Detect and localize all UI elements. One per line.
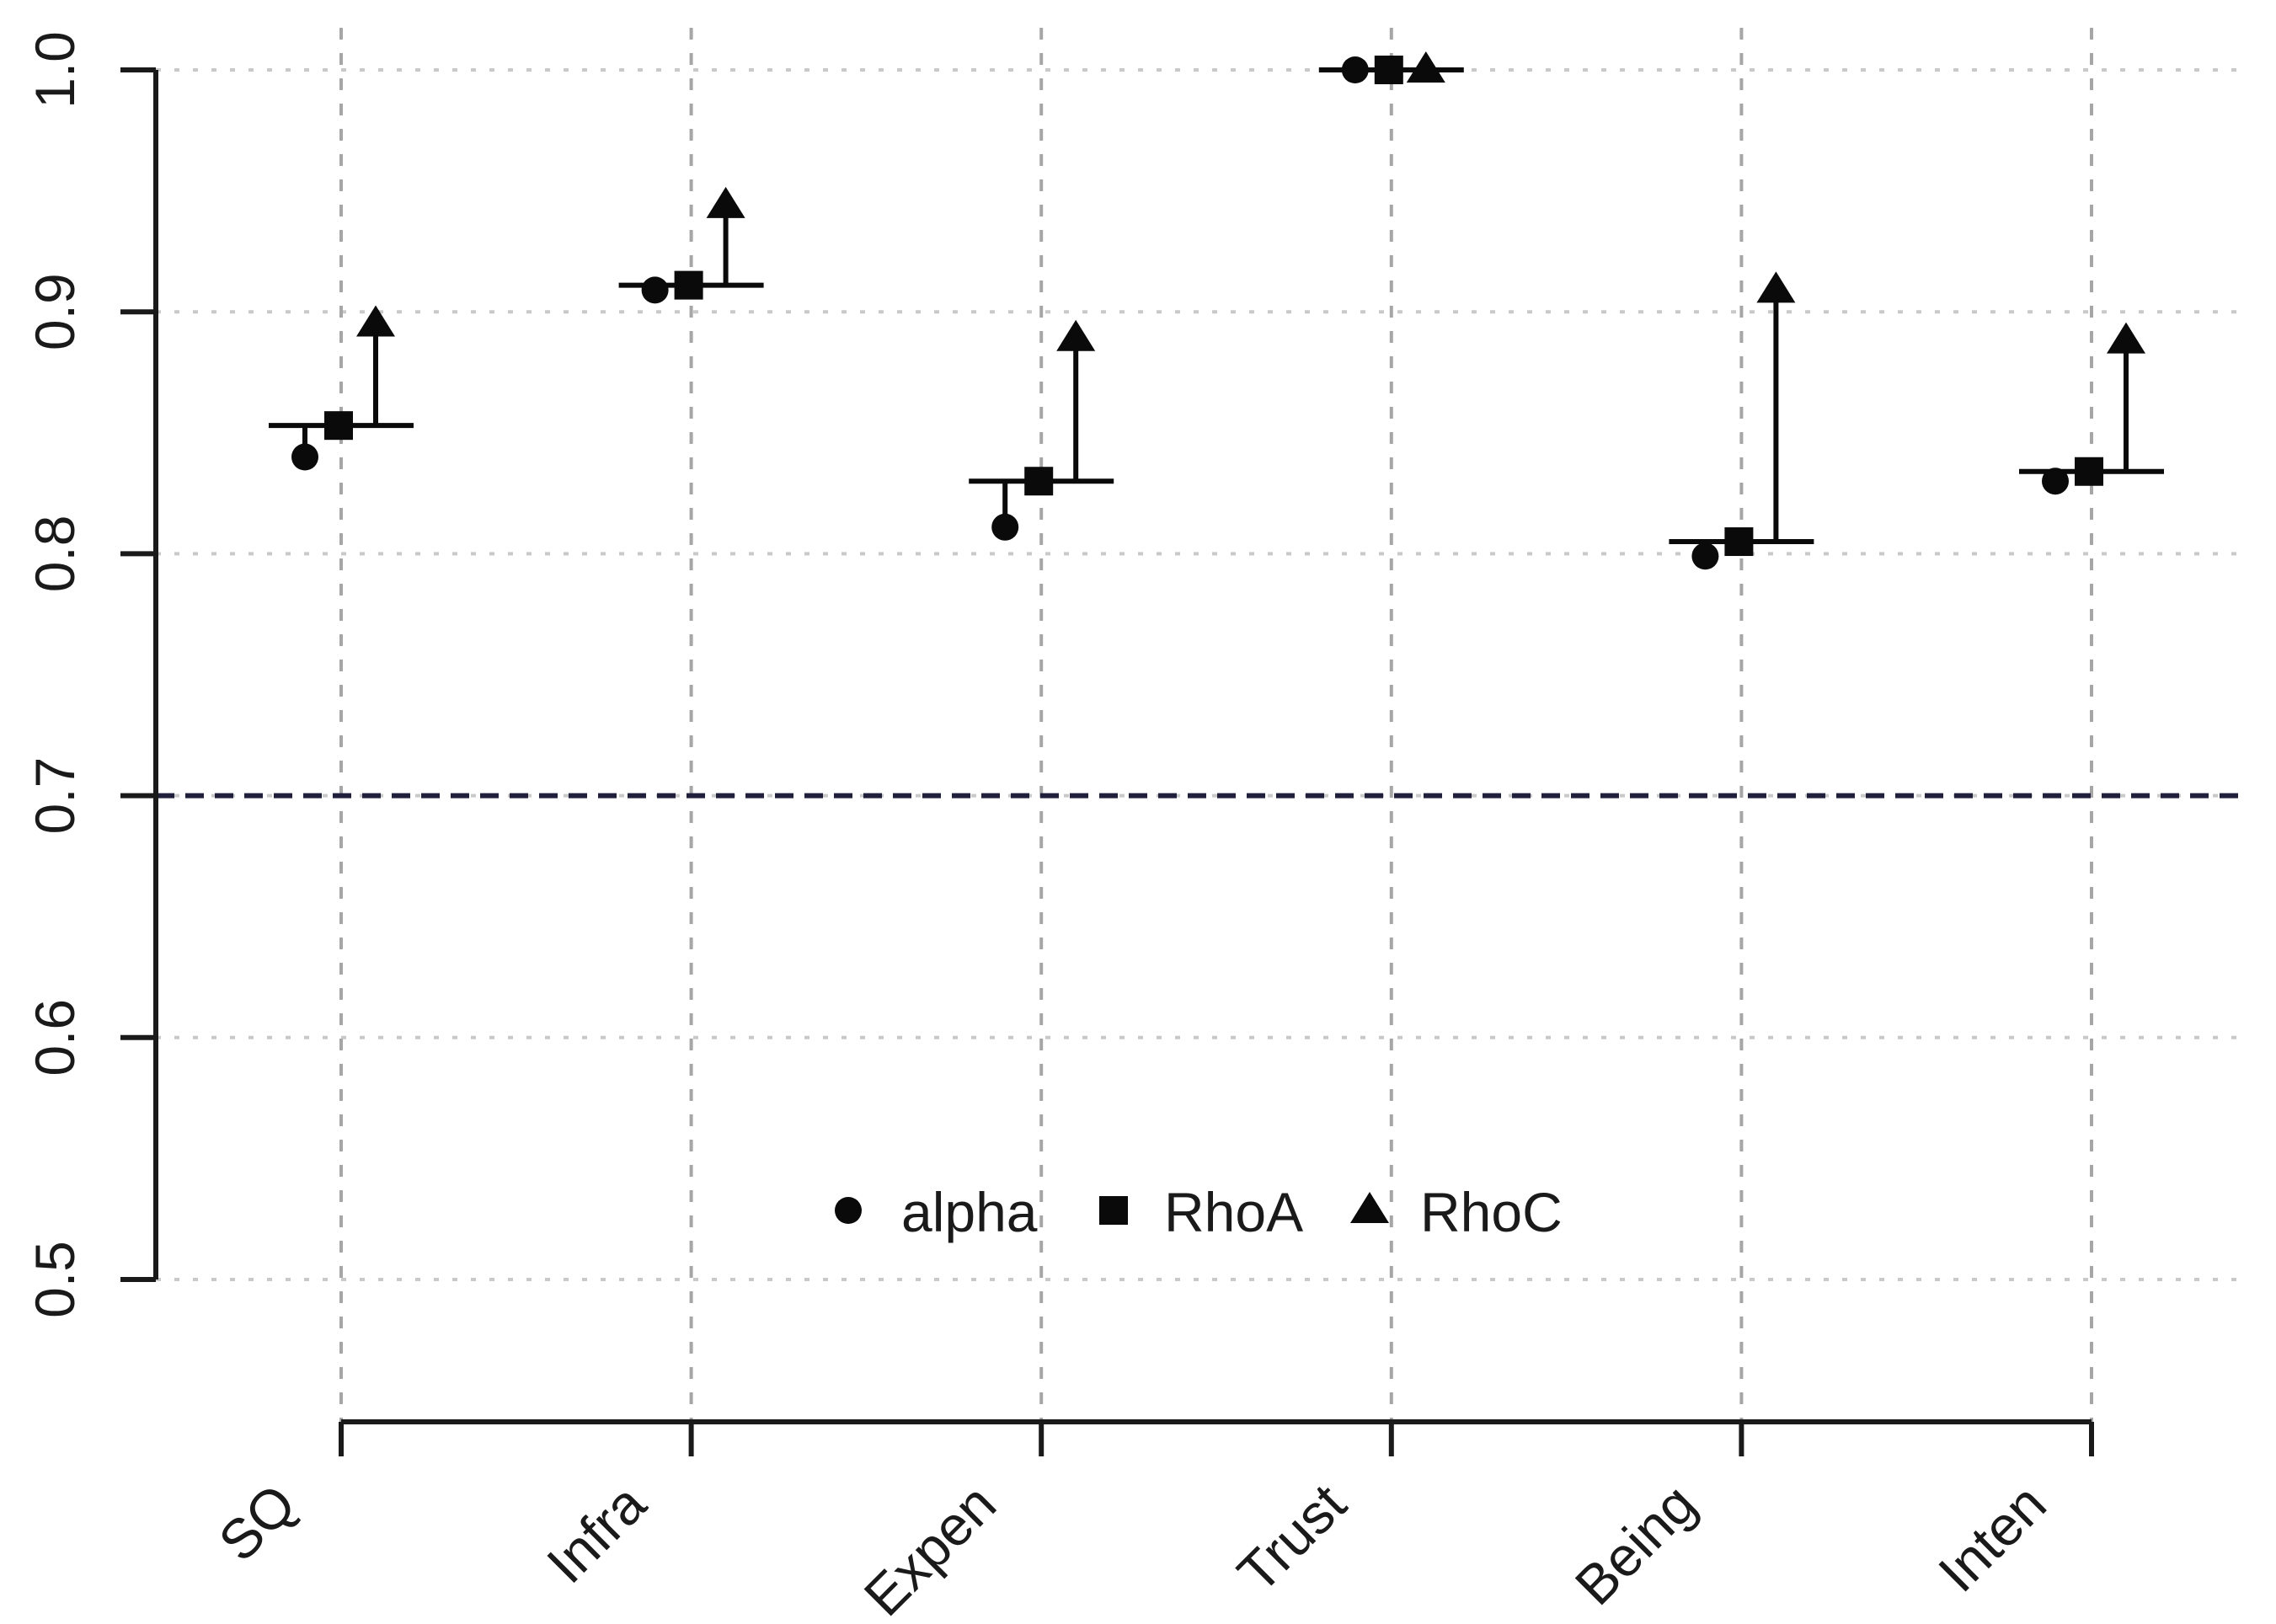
x-tick-label-Inten: Inten [1926, 1472, 2058, 1604]
y-tick-label-0.8: 0.8 [24, 516, 86, 593]
marker-alpha-Inten [2042, 467, 2069, 495]
marker-rhoc-Infra [706, 186, 745, 218]
marker-alpha-Trust [1341, 56, 1369, 83]
x-tick-label-Trust: Trust [1226, 1472, 1358, 1605]
x-tick-label-Expen: Expen [852, 1472, 1007, 1624]
marker-alpha-Being [1691, 542, 1719, 570]
x-tick-label-Being: Being [1563, 1472, 1708, 1617]
legend-circle-icon [835, 1197, 862, 1224]
y-tick-label-0.9: 0.9 [24, 273, 86, 350]
marker-rhoa-Expen [1024, 467, 1054, 496]
legend-square-icon [1099, 1196, 1128, 1225]
y-tick-label-0.5: 0.5 [24, 1241, 86, 1318]
marker-rhoc-Being [1756, 271, 1796, 303]
marker-alpha-Infra [641, 276, 669, 304]
marker-rhoa-Inten [2075, 457, 2103, 486]
marker-rhoa-Being [1724, 527, 1754, 557]
legend-label-RhoA: RhoA [1164, 1181, 1303, 1243]
marker-rhoc-SQ [356, 305, 395, 337]
y-tick-label-0.7: 0.7 [24, 757, 86, 835]
y-tick-label-0.6: 0.6 [24, 999, 86, 1076]
legend-label-RhoC: RhoC [1420, 1181, 1563, 1243]
legend-label-alpha: alpha [901, 1181, 1038, 1243]
marker-alpha-SQ [291, 443, 318, 471]
marker-rhoc-Expen [1056, 319, 1096, 351]
marker-rhoc-Inten [2107, 322, 2145, 354]
x-tick-label-SQ: SQ [206, 1472, 307, 1573]
y-tick-label-1.0: 1.0 [24, 31, 86, 109]
legend-triangle-icon [1350, 1192, 1389, 1223]
marker-rhoa-Infra [674, 270, 703, 300]
marker-rhoa-SQ [324, 411, 353, 441]
marker-rhoa-Trust [1374, 56, 1403, 84]
x-tick-label-Infra: Infra [535, 1472, 658, 1595]
marker-rhoc-Trust [1406, 51, 1445, 83]
marker-alpha-Expen [991, 513, 1019, 541]
